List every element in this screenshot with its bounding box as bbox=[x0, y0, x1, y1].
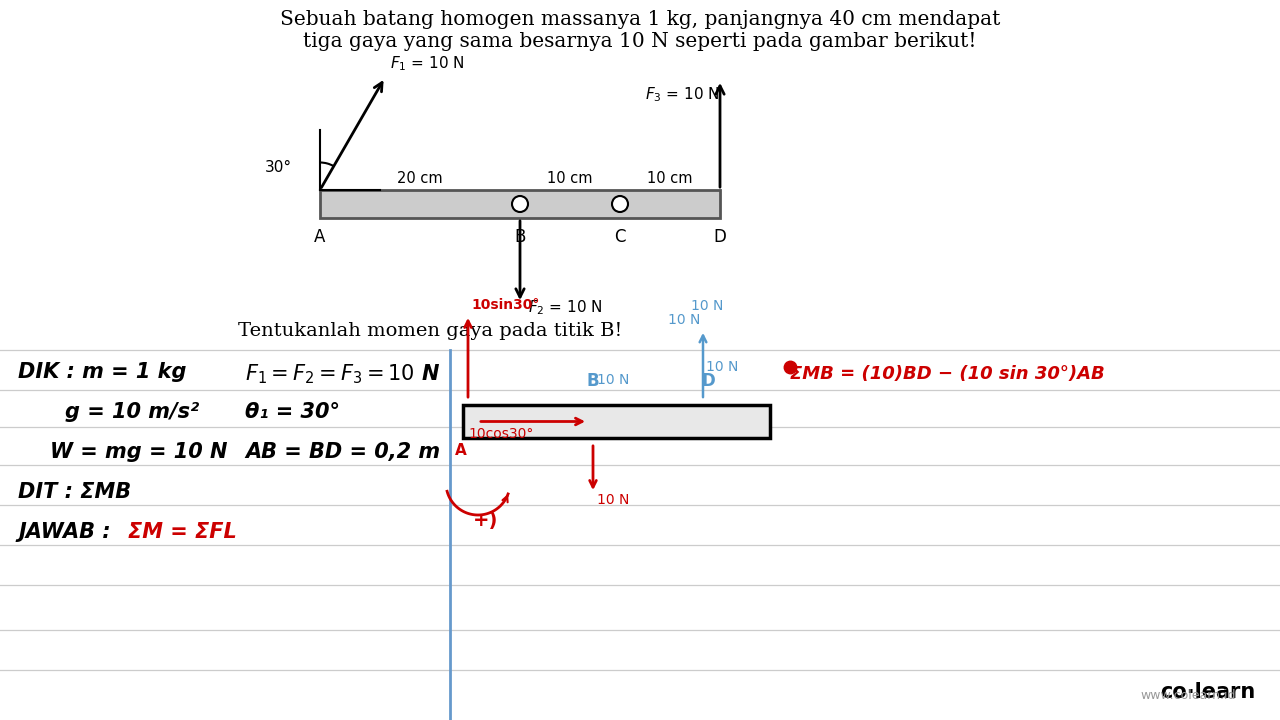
Text: 10cos30°: 10cos30° bbox=[468, 426, 534, 441]
Text: B: B bbox=[515, 228, 526, 246]
Text: 10sin30°: 10sin30° bbox=[471, 298, 539, 312]
Text: 30°: 30° bbox=[265, 161, 292, 176]
Text: B: B bbox=[586, 372, 599, 390]
Text: W = mg = 10 N: W = mg = 10 N bbox=[50, 442, 228, 462]
Text: D: D bbox=[701, 372, 714, 390]
Text: 10 N: 10 N bbox=[691, 299, 723, 313]
Text: JAWAB :: JAWAB : bbox=[18, 522, 118, 542]
Text: $F_3$ = 10 N: $F_3$ = 10 N bbox=[645, 85, 719, 104]
Bar bbox=[320, 190, 719, 218]
Text: www.colearn.id: www.colearn.id bbox=[1140, 689, 1235, 702]
Text: tiga gaya yang sama besarnya 10 N seperti pada gambar berikut!: tiga gaya yang sama besarnya 10 N sepert… bbox=[303, 32, 977, 51]
Text: $F_2$ = 10 N: $F_2$ = 10 N bbox=[529, 298, 603, 317]
Text: A: A bbox=[315, 228, 325, 246]
Text: $F_1 = F_2 = F_3 = 10$ N: $F_1 = F_2 = F_3 = 10$ N bbox=[244, 362, 440, 386]
Text: 10 cm: 10 cm bbox=[548, 171, 593, 186]
Text: Tentukanlah momen gaya pada titik B!: Tentukanlah momen gaya pada titik B! bbox=[238, 322, 622, 340]
Text: 10 cm: 10 cm bbox=[648, 171, 692, 186]
Text: θ₁ = 30°: θ₁ = 30° bbox=[244, 402, 340, 422]
Text: g = 10 m/s²: g = 10 m/s² bbox=[65, 402, 200, 422]
Text: 10 N: 10 N bbox=[596, 493, 630, 507]
Text: AB = BD = 0,2 m: AB = BD = 0,2 m bbox=[244, 442, 440, 462]
Text: 20 cm: 20 cm bbox=[397, 171, 443, 186]
Text: ΣM = ΣFL: ΣM = ΣFL bbox=[128, 522, 237, 542]
Circle shape bbox=[612, 196, 628, 212]
Text: ΣMB = (10)BD − (10 sin 30°)AB: ΣMB = (10)BD − (10 sin 30°)AB bbox=[790, 365, 1105, 383]
Text: 10 N: 10 N bbox=[707, 360, 739, 374]
Text: DIT : ΣMB: DIT : ΣMB bbox=[18, 482, 131, 502]
Text: 10 N: 10 N bbox=[668, 313, 700, 327]
Bar bbox=[463, 405, 771, 438]
Text: A: A bbox=[456, 443, 467, 458]
Circle shape bbox=[512, 196, 529, 212]
Text: Sebuah batang homogen massanya 1 kg, panjangnya 40 cm mendapat: Sebuah batang homogen massanya 1 kg, pan… bbox=[280, 10, 1000, 29]
Text: co·learn: co·learn bbox=[1160, 682, 1254, 702]
Text: C: C bbox=[614, 228, 626, 246]
Text: 10 N: 10 N bbox=[596, 373, 630, 387]
Text: D: D bbox=[713, 228, 727, 246]
Text: DIK : m = 1 kg: DIK : m = 1 kg bbox=[18, 362, 187, 382]
Text: +): +) bbox=[474, 511, 499, 530]
Text: $F_1$ = 10 N: $F_1$ = 10 N bbox=[390, 55, 465, 73]
